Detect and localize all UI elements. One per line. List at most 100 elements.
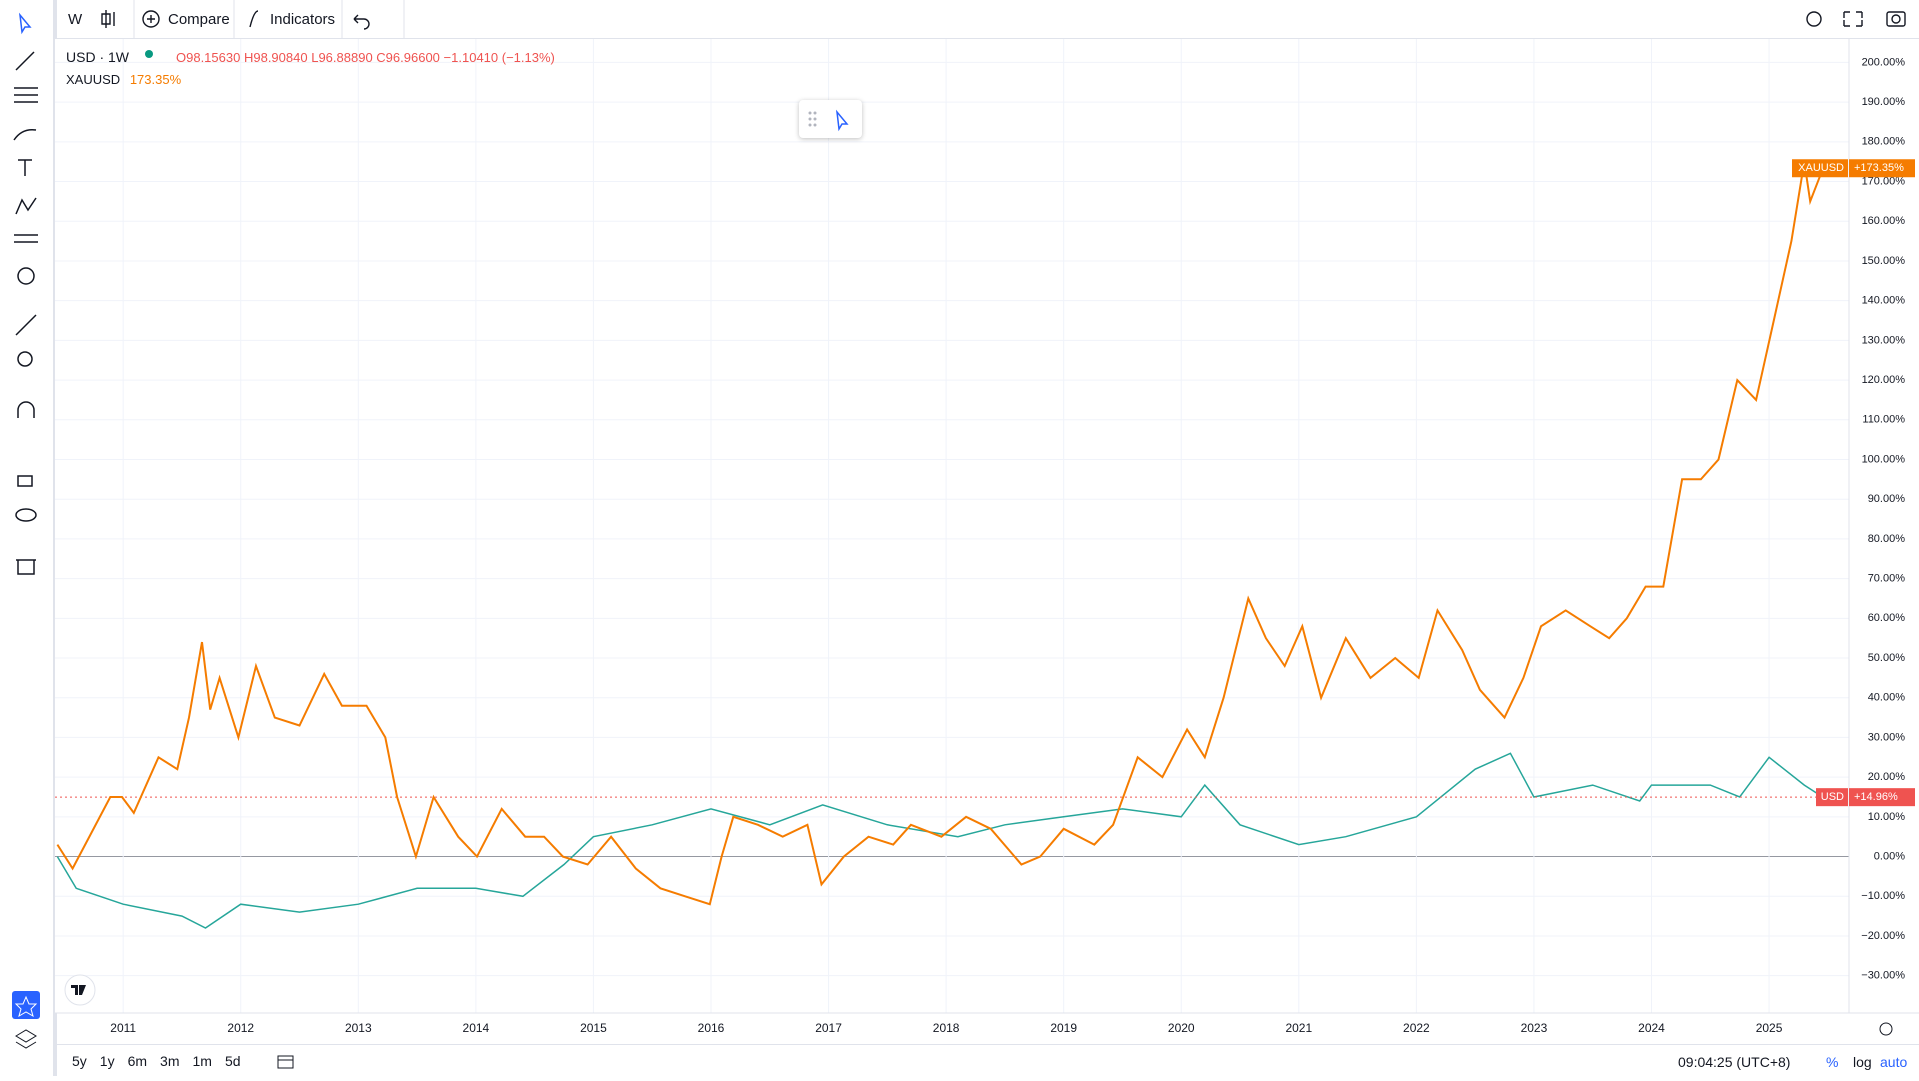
range-button[interactable]: 3m [160,1053,180,1069]
y-tick-label: −30.00% [1861,970,1905,982]
layers-icon[interactable] [15,1029,37,1049]
pattern-icon[interactable] [15,197,37,215]
trash-icon[interactable] [16,559,36,575]
range-button[interactable]: 5d [224,1053,241,1069]
floating-toolbar[interactable] [799,100,862,138]
y-tick-label: −20.00% [1861,930,1905,942]
symbol-tag [1792,159,1848,178]
y-tick-label: 190.00% [1862,96,1906,108]
y-tick-label: 180.00% [1862,136,1906,148]
y-tick-label: 50.00% [1868,652,1906,664]
range-button[interactable]: 1m [192,1053,212,1069]
snapshot-icon[interactable] [1886,11,1906,27]
y-tick-label: 150.00% [1862,255,1906,267]
y-tick-label: 40.00% [1868,692,1906,704]
y-tick-label: 30.00% [1868,731,1906,743]
forecast-icon[interactable] [14,234,38,243]
top-toolbar: W Compare Indicators [54,0,1919,39]
x-tick-label: 2021 [1285,1021,1312,1035]
compare-value: 173.35% [129,72,182,87]
y-tick-label: 140.00% [1862,295,1906,307]
change: −1.10410 (−1.13%) [443,50,555,65]
eye-icon[interactable] [15,508,37,522]
plot-area [55,39,1849,1013]
x-tick-label: 2013 [345,1021,372,1035]
y-tick-label: 200.00% [1862,56,1906,68]
price-tag [1849,159,1915,178]
fullscreen-icon[interactable] [1843,11,1863,27]
range-button[interactable]: 6m [127,1053,148,1069]
ruler-icon[interactable] [15,314,37,336]
symbol-tag-label: USD [1821,791,1844,803]
trendline-icon[interactable] [15,51,35,71]
auto-toggle[interactable]: auto [1880,1054,1908,1070]
x-tick-label: 2018 [933,1021,960,1035]
symbol-tag [1816,788,1848,807]
y-tick-label: 100.00% [1862,453,1906,465]
x-tick-label: 2011 [110,1021,136,1035]
goto-date-icon[interactable] [276,1052,296,1072]
magnet-icon[interactable] [17,401,35,418]
fx-icon[interactable] [249,10,259,28]
settings-icon[interactable] [1806,11,1822,27]
x-tick-label: 2016 [698,1021,725,1035]
x-tick-label: 2019 [1050,1021,1077,1035]
range-buttons: 5y 1y 6m 3m 1m 5d [72,1053,254,1069]
indicators-button[interactable]: Indicators [270,11,336,28]
compare-icon[interactable] [142,10,160,28]
interval-button[interactable]: W [68,11,83,28]
chart: −30.00% −20.00% −10.00% 0.00% 10.00% 20.00% 30… [54,39,1919,1036]
y-tick-label: 20.00% [1868,771,1906,783]
x-tick-label: 2025 [1756,1021,1783,1035]
x-tick-label: 2022 [1403,1021,1430,1035]
y-tick-label: 110.00% [1862,414,1905,426]
drawing-toolbar [0,0,57,1076]
chart-style-icon[interactable] [101,10,115,28]
bottom-toolbar: 5y 1y 6m 3m 1m 5d 09:04:25 (UTC+8) % log auto [54,1044,1919,1077]
open: O98.15630 [176,50,241,65]
brush-icon[interactable] [13,128,37,141]
clock: 09:04:25 (UTC+8) [1678,1054,1791,1070]
x-tick-label: 2020 [1168,1021,1195,1035]
axis-settings-icon[interactable] [1879,1022,1893,1036]
compare-legend: XAUUSD 173.35% [66,72,181,87]
logo-mark [71,985,86,995]
toolbar-icons [101,0,1906,38]
fib-icon[interactable] [14,87,38,103]
text-icon[interactable] [18,159,32,176]
range-button[interactable]: 5y [72,1053,87,1069]
x-tick-label: 2012 [227,1021,254,1035]
ohlc: O98.15630 H98.90840 L96.88890 C96.96600 … [176,50,555,65]
zoom-icon[interactable] [17,351,33,367]
x-tick-label: 2024 [1638,1021,1665,1035]
watchlist-button[interactable] [12,991,40,1019]
x-tick-label: 2017 [815,1021,842,1035]
y-tick-label: 120.00% [1862,374,1906,386]
emoji-icon[interactable] [17,267,35,285]
y-tick-label: 80.00% [1868,533,1906,545]
cursor-icon[interactable] [18,12,32,35]
range-button[interactable]: 1y [99,1053,115,1069]
y-tick-label: 130.00% [1862,334,1906,346]
y-tick-label: 90.00% [1868,493,1906,505]
price-tag-label: +173.35% [1854,162,1904,174]
y-tick-label: 70.00% [1868,573,1906,585]
low: L96.88890 [311,50,373,65]
price-tag [1849,788,1915,807]
y-tick-label: 160.00% [1862,215,1906,227]
compare-symbol: XAUUSD [66,72,121,87]
percent-toggle[interactable]: % [1826,1054,1839,1070]
price-tag-label: +14.96% [1854,791,1898,803]
compare-button[interactable]: Compare [168,11,230,28]
y-tick-label: 170.00% [1862,175,1906,187]
x-tick-label: 2015 [580,1021,607,1035]
y-tick-label: 10.00% [1868,811,1906,823]
lock-icon[interactable] [17,475,33,487]
x-tick-label: 2023 [1521,1021,1548,1035]
undo-icon[interactable] [353,14,370,30]
floating-icons [808,109,849,132]
y-tick-label: −10.00% [1861,890,1905,902]
log-toggle[interactable]: log [1853,1054,1872,1070]
x-tick-label: 2014 [463,1021,490,1035]
